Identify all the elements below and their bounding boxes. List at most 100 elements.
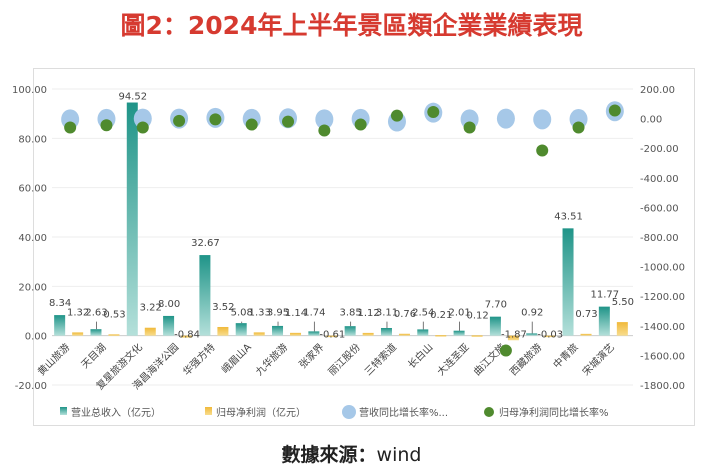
category-label: 九华旅游: [253, 341, 290, 378]
revenue-bar: [489, 316, 501, 336]
source-note: 數據來源：wind: [0, 440, 703, 467]
profit-bar: [362, 332, 374, 336]
revenue-label: 2.63: [85, 308, 107, 319]
legend-label: 营业总收入（亿元）: [71, 406, 161, 419]
revenue-bar: [380, 327, 392, 336]
chart-frame: [33, 68, 695, 426]
right-tick-label: -1800.00: [640, 381, 685, 392]
legend-swatch: [60, 407, 67, 415]
revenue-bar: [344, 326, 356, 336]
right-tick-label: -1200.00: [640, 292, 685, 303]
revenue-label: 5.08: [231, 308, 253, 319]
revenue-bar: [417, 329, 429, 336]
category-label: 张家界: [296, 341, 326, 371]
profit-label: 3.52: [212, 302, 234, 313]
profit-label: 0.12: [466, 310, 488, 321]
legend-label: 归母净利润（亿元）: [216, 406, 306, 419]
right-tick-label: 0.00: [640, 115, 662, 126]
profit-growth-point: [136, 121, 149, 134]
profit-label: -0.03: [537, 330, 563, 341]
category-label: 长白山: [405, 341, 435, 371]
right-tick-label: -1600.00: [640, 351, 685, 362]
profit-label: 1.12: [358, 308, 380, 319]
revenue-label: 8.34: [49, 298, 71, 309]
revenue-label: 3.95: [267, 308, 289, 319]
revenue-growth-point: [496, 108, 515, 129]
category-label: 西藏旅游: [507, 341, 544, 378]
revenue-label: 11.77: [591, 290, 620, 301]
left-tick-label: 80.00: [18, 134, 47, 145]
profit-bar: [108, 334, 120, 336]
revenue-label: 43.51: [554, 211, 583, 222]
profit-label: 0.21: [430, 310, 452, 321]
left-tick-label: 100.00: [12, 85, 47, 96]
profit-bar: [580, 333, 592, 336]
left-tick-label: -20.00: [15, 381, 47, 392]
revenue-label: 2.01: [448, 308, 470, 319]
legend-swatch: [342, 405, 356, 419]
revenue-bar: [526, 333, 538, 336]
category-label: 天目湖: [79, 341, 109, 371]
right-tick-label: -800.00: [640, 233, 679, 244]
revenue-bar: [126, 102, 138, 336]
profit-bar: [290, 332, 302, 336]
category-label: 大连圣亚: [434, 341, 471, 378]
left-tick-label: 60.00: [18, 184, 47, 195]
left-tick-label: 0.00: [25, 332, 47, 343]
profit-growth-point: [318, 124, 331, 137]
profit-growth-point: [173, 114, 186, 127]
category-label: 宋城演艺: [579, 341, 616, 378]
profit-bar: [326, 335, 338, 338]
profit-bar: [144, 327, 156, 336]
category-label: 丽江股份: [326, 341, 363, 378]
right-tick-label: 200.00: [640, 85, 675, 96]
right-tick-label: -1000.00: [640, 263, 685, 274]
profit-label: -0.61: [319, 330, 345, 341]
revenue-label: 8.00: [158, 299, 180, 310]
revenue-bar: [453, 330, 465, 336]
source-label: 數據來源：: [281, 444, 377, 466]
revenue-label: 1.74: [303, 308, 325, 319]
profit-growth-point: [64, 121, 77, 134]
profit-label: 1.33: [249, 307, 271, 318]
right-tick-label: -400.00: [640, 174, 679, 185]
profit-growth-point: [354, 118, 367, 131]
revenue-label: 0.92: [521, 308, 543, 319]
category-label: 三特索道: [362, 341, 399, 378]
profit-growth-point: [536, 144, 549, 157]
legend-label: 归母净利润同比增长率%: [499, 406, 609, 419]
profit-growth-point: [572, 121, 585, 134]
profit-bar: [217, 326, 229, 336]
profit-growth-point: [282, 115, 295, 128]
revenue-label: 3.11: [376, 308, 398, 319]
right-tick-label: -200.00: [640, 144, 679, 155]
profit-label: 0.73: [575, 309, 597, 320]
profit-label: 0.76: [394, 309, 416, 320]
profit-bar: [616, 322, 628, 336]
profit-growth-point: [390, 109, 403, 122]
profit-growth-point: [427, 105, 440, 118]
profit-bar: [181, 335, 193, 338]
chart-title: 圖2：2024年上半年景區類企業業績表現: [120, 11, 583, 40]
category-label: 黄山旅游: [35, 341, 72, 378]
revenue-bar: [308, 331, 320, 336]
revenue-label: 3.85: [340, 308, 362, 319]
profit-bar: [435, 335, 447, 337]
revenue-label: 94.52: [118, 92, 147, 103]
revenue-label: 7.70: [485, 300, 507, 311]
revenue-bar: [598, 306, 610, 336]
profit-label: 0.53: [103, 309, 125, 320]
category-label: 中青旅: [550, 341, 580, 371]
legend-swatch: [205, 407, 212, 415]
category-label: 峨眉山A: [219, 341, 254, 376]
revenue-bar: [90, 329, 102, 336]
profit-growth-point: [209, 113, 222, 126]
revenue-bar: [235, 323, 247, 336]
profit-label: -1.87: [501, 330, 527, 341]
revenue-growth-point: [315, 109, 334, 130]
profit-growth-point: [499, 344, 512, 357]
profit-label: -0.84: [174, 330, 200, 341]
source-value: wind: [376, 444, 422, 466]
revenue-label: 32.67: [191, 238, 220, 249]
